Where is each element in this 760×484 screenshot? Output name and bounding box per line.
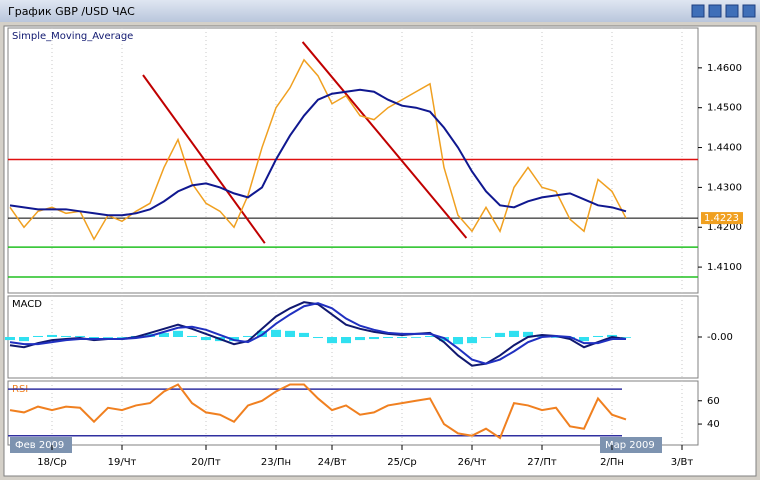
histogram-bar [5, 337, 15, 341]
histogram-bar [537, 334, 547, 337]
histogram-bar [397, 337, 407, 339]
x-tick-label: 20/Пт [191, 457, 221, 468]
histogram-bar [593, 335, 603, 337]
x-tick-label: 25/Ср [387, 457, 416, 468]
histogram-bar [523, 331, 533, 337]
histogram-bar [453, 337, 463, 345]
period-label-box [600, 437, 662, 453]
x-tick-label: 27/Пт [527, 457, 557, 468]
histogram-bar [271, 329, 281, 337]
button-close[interactable] [742, 4, 756, 18]
button-maximize[interactable] [725, 4, 739, 18]
chart-area [3, 25, 757, 477]
histogram-bar [75, 335, 85, 337]
trendline [301, 41, 468, 239]
histogram-bar [411, 337, 421, 338]
y-tick-label: 1.4300 [707, 182, 742, 193]
histogram-bar [509, 330, 519, 337]
y-tick-label: 1.4400 [707, 143, 742, 154]
x-tick-label: 2/Пн [600, 457, 624, 468]
period-label: Мар 2009 [605, 440, 655, 451]
window-title: График GBP /USD ЧАС [8, 5, 135, 18]
histogram-bar [159, 332, 169, 337]
chart-layer: 1.4100 1.4200 1.4300 1.4400 1.4500 1.4600 Simp… [5, 27, 743, 468]
histogram-bar [355, 337, 365, 341]
x-tick-label: 23/Пн [261, 457, 291, 468]
y-tick-label: 1.4200 [707, 222, 742, 233]
histogram-bar [33, 335, 43, 337]
histogram-bar [89, 337, 99, 339]
histogram-bar [495, 332, 505, 337]
window-buttons[interactable] [691, 4, 756, 18]
histogram-bar [61, 335, 71, 337]
histogram-bar [551, 337, 561, 338]
trendline [142, 74, 266, 244]
y-tick-label: 1.4100 [707, 262, 742, 273]
button-minimize[interactable] [708, 4, 722, 18]
histogram-bar [187, 335, 197, 337]
histogram-bar [173, 330, 183, 337]
histogram-bar [117, 337, 127, 338]
current-price-box [701, 212, 743, 225]
histogram-bar [313, 337, 323, 339]
period-label-box [10, 437, 72, 453]
series-line [9, 383, 627, 440]
y-tick-label: -0.00 [707, 332, 733, 343]
panel-frame [7, 27, 699, 294]
histogram-bar [341, 337, 351, 344]
series-line [9, 58, 627, 241]
histogram-bar [201, 337, 211, 341]
y-tick-label: 1.4600 [707, 63, 742, 74]
panel-title: MACD [12, 299, 42, 310]
histogram-bar [327, 337, 337, 344]
panel-frame [7, 380, 699, 446]
y-tick-label: 40 [707, 419, 720, 430]
histogram-bar [467, 337, 477, 344]
histogram-bar [607, 334, 617, 337]
period-label: Фев 2009 [15, 440, 64, 451]
histogram-bar [481, 337, 491, 338]
title-bar [0, 0, 760, 22]
x-tick-label: 18/Ср [37, 457, 66, 468]
x-tick-label: 19/Чт [108, 457, 137, 468]
x-tick-label: 24/Вт [318, 457, 347, 468]
histogram-bar [383, 337, 393, 339]
button-restore[interactable] [691, 4, 705, 18]
histogram-bar [425, 335, 435, 337]
histogram-bar [621, 337, 631, 338]
y-tick-label: 60 [707, 396, 720, 407]
x-tick-label: 26/Чт [458, 457, 487, 468]
histogram-bar [299, 332, 309, 337]
panel-title: Simple_Moving_Average [12, 31, 133, 42]
current-price-label: 1.4223 [704, 213, 739, 224]
histogram-bar [47, 334, 57, 337]
histogram-bar [579, 337, 589, 342]
series-line [9, 88, 627, 217]
histogram-bar [19, 337, 29, 342]
histogram-bar [285, 330, 295, 337]
y-tick-label: 1.4500 [707, 103, 742, 114]
histogram-bar [103, 337, 113, 338]
histogram-bar [369, 337, 379, 340]
series-line [9, 302, 626, 365]
histogram-bar [243, 335, 253, 337]
x-tick-label: 3/Вт [671, 457, 694, 468]
